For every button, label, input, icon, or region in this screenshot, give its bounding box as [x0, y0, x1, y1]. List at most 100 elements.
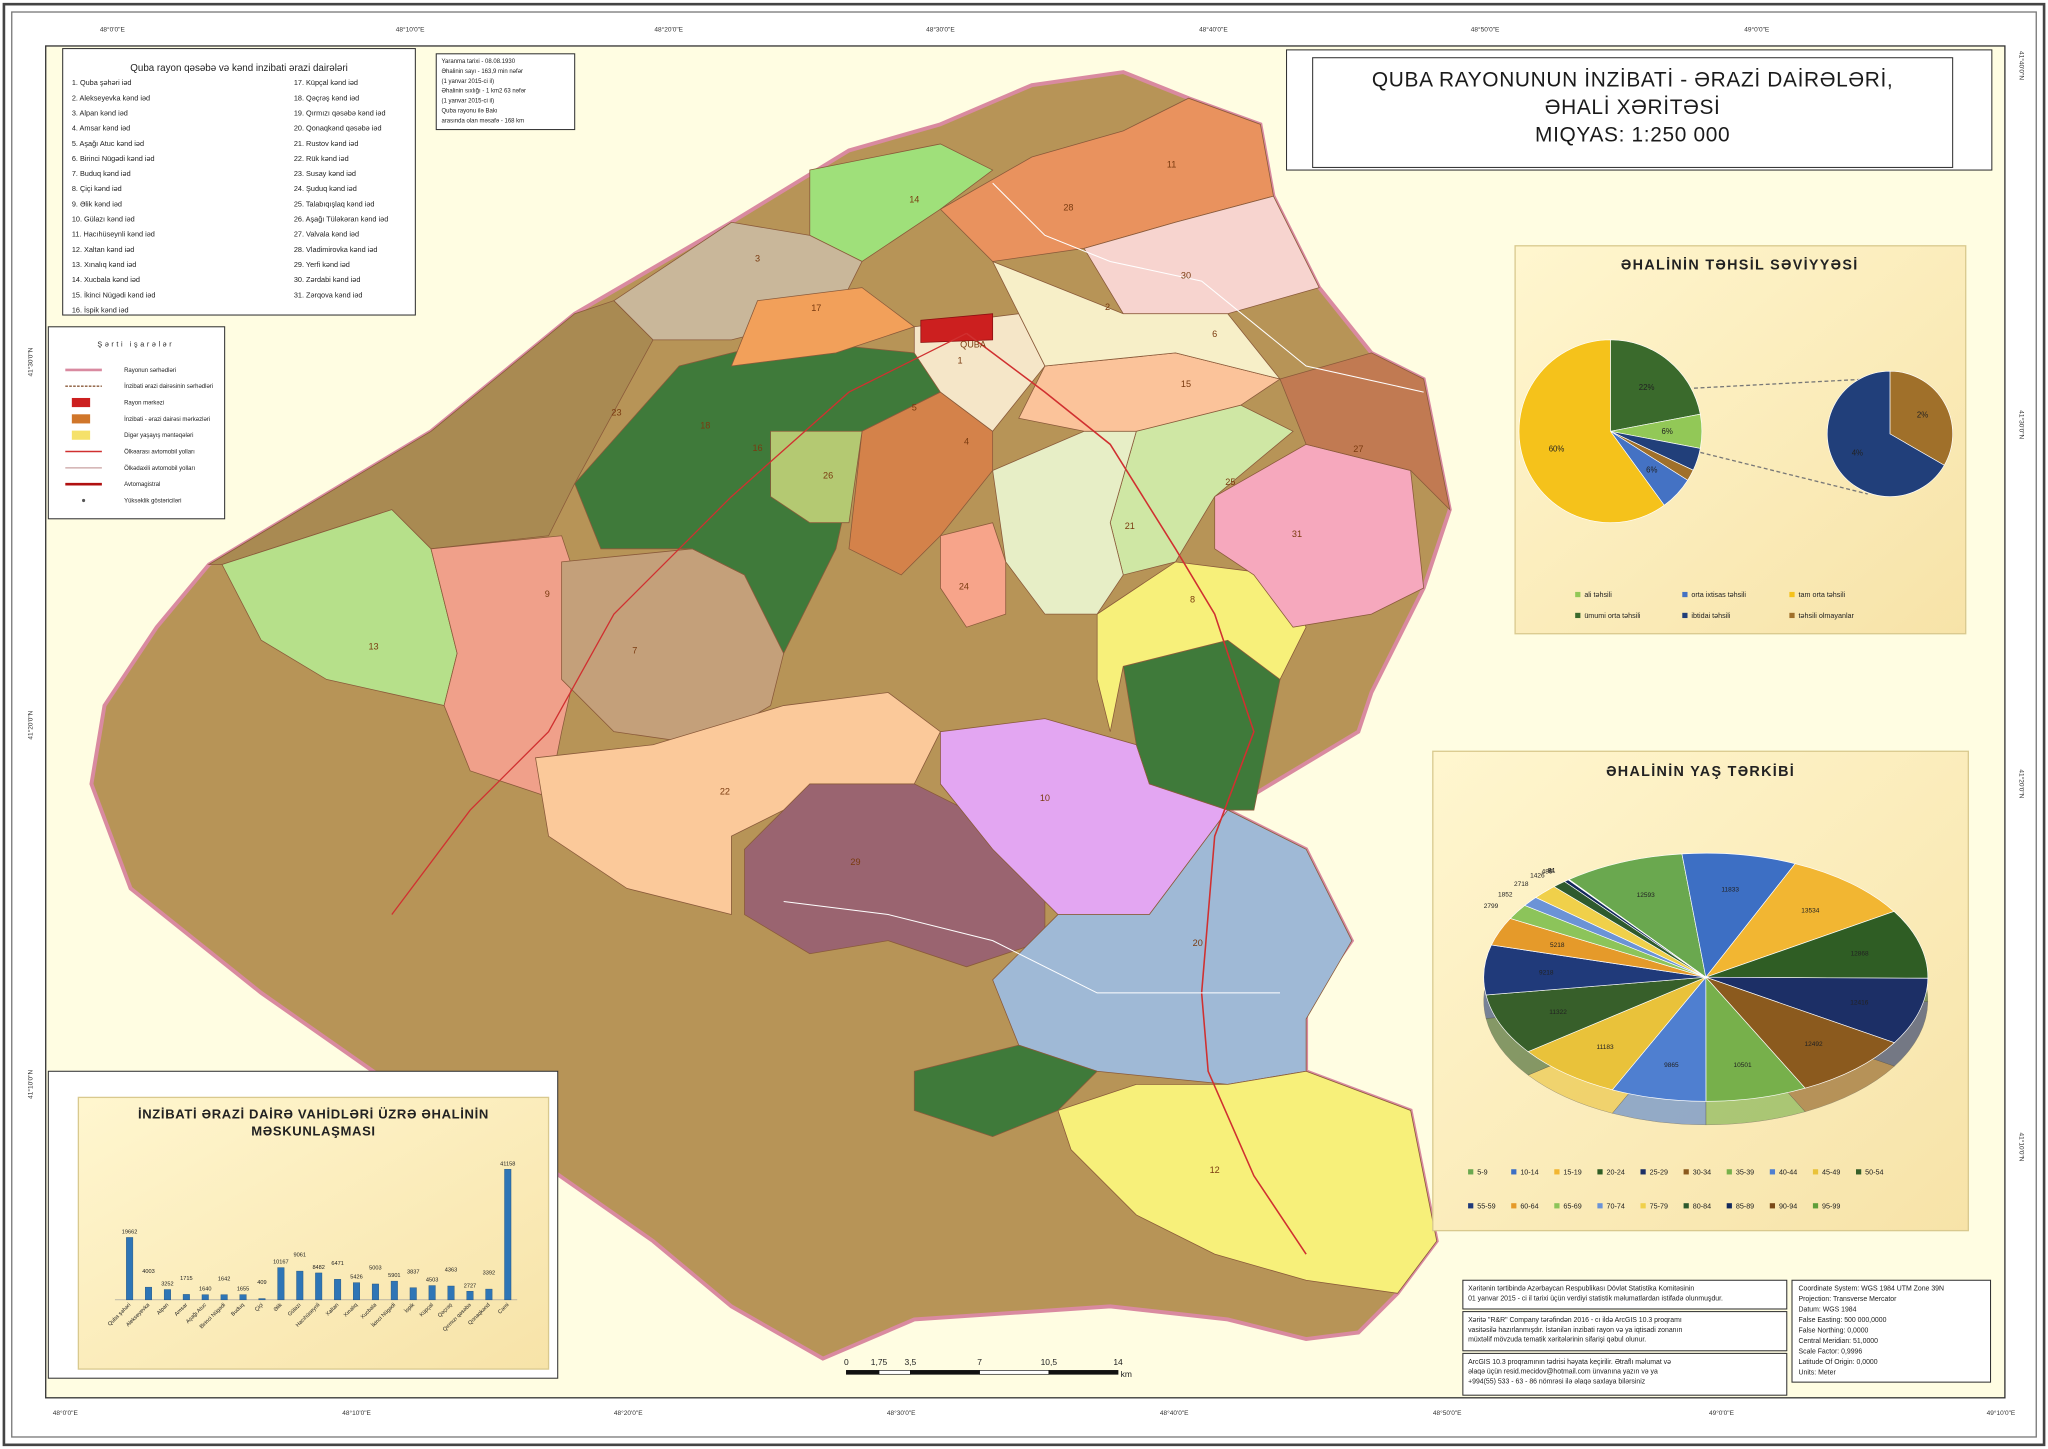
pie-slice: [1826, 370, 1945, 497]
legend-swatch: [1682, 591, 1688, 598]
note-box: [1462, 1279, 1788, 1310]
scale-label: 0: [844, 1357, 849, 1367]
legend-swatch: [1682, 612, 1688, 619]
legend-label: 60-64: [1520, 1202, 1538, 1210]
scale-segment: [1048, 1370, 1119, 1375]
legend-swatch: [1726, 1169, 1732, 1175]
region-label: 7: [632, 645, 637, 655]
legend-label: 85-89: [1736, 1202, 1754, 1210]
region-label: 28: [1063, 203, 1073, 213]
bar: [353, 1282, 360, 1301]
info-line: (1 yanvar 2015-ci il): [441, 79, 494, 85]
chart-title: ƏHALİNİN TƏHSİL SƏVİYYƏSİ: [1621, 256, 1859, 273]
info-line: arasında olan məsafə - 168 km: [441, 119, 524, 125]
road: [391, 332, 967, 915]
bar-chart-card: [77, 1096, 550, 1370]
pie-slice: [1889, 370, 1953, 466]
projection-box: [1791, 1279, 1992, 1383]
data-label: 3392: [483, 1271, 495, 1277]
longitude-label: 48°0'0"E: [53, 1409, 79, 1417]
units-legend-item: 18. Qəçrəş kənd iəd: [294, 93, 359, 102]
chart-title: MƏSKUNLAŞMASI: [251, 1123, 376, 1138]
data-label: 60%: [1549, 444, 1565, 453]
chart-title: İNZİBATİ ƏRAZİ DAİRƏ VAHİDLƏRİ ÜZRƏ ƏHAL…: [138, 1106, 489, 1121]
bar: [409, 1287, 417, 1301]
note-line: ArcGIS 10.3 proqramının tədrisi həyata k…: [1468, 1359, 1671, 1366]
note-line: Xəritə "R&R" Company tərəfindən 2016 - c…: [1468, 1317, 1682, 1324]
scale-bar: 0 1,75 3,5 7 10,5 14 km: [844, 1357, 1132, 1379]
data-label: 11183: [1597, 1044, 1615, 1051]
legend-swatch: [1554, 1169, 1560, 1175]
data-label: 9865: [1664, 1062, 1679, 1069]
units-legend-item: 21. Rustov kənd iəd: [294, 139, 359, 148]
pie-slice: [1704, 863, 1895, 978]
town-center: [920, 313, 994, 343]
legend-label: 45-49: [1822, 1168, 1840, 1176]
data-label: 2718: [1514, 881, 1529, 888]
map-title: MIQYAS: 1:250 000: [1535, 123, 1730, 146]
legend-label: 65-69: [1563, 1202, 1581, 1210]
latitude-label: 41°10'0"N: [2017, 1133, 2025, 1162]
bar: [334, 1279, 342, 1301]
inner-frame: [11, 11, 2037, 1438]
data-label: 84: [1548, 868, 1556, 875]
legend-label: 40-44: [1779, 1168, 1797, 1176]
data-label: 1852: [1498, 891, 1513, 898]
symbols-legend-item: Ölkəarası avtomobil yolları: [124, 448, 195, 455]
info-list: Yaranma tarixi - 08.08.1930 Əhalinin sayı…: [441, 59, 526, 125]
legend-swatch: [1640, 1169, 1646, 1175]
bar: [485, 1288, 493, 1301]
data-label: 1655: [237, 1287, 249, 1293]
legend-label: 50-54: [1865, 1168, 1883, 1176]
units-legend-item: 24. Şuduq kənd iəd: [294, 184, 357, 193]
longitude-label: 48°30'0"E: [887, 1409, 916, 1417]
legend-label: 5-9: [1477, 1168, 1487, 1176]
scale-label: 10,5: [1041, 1357, 1058, 1367]
legend-label: orta ixtisas təhsili: [1691, 591, 1746, 599]
legend-label: 25-29: [1650, 1168, 1668, 1176]
note-line: müxtəlif mövzuda tematik xəritələrinin s…: [1468, 1337, 1646, 1344]
units-legend-item: 22. Rük kənd iəd: [294, 154, 349, 163]
legend-label: 70-74: [1607, 1202, 1625, 1210]
data-label: 1426: [1530, 872, 1545, 879]
legend-label: 10-14: [1520, 1168, 1538, 1176]
note-box: [1462, 1352, 1788, 1396]
scale-label: 7: [977, 1357, 982, 1367]
latitude-label: 41°40'0"N: [2017, 51, 2025, 80]
data-label: 5003: [369, 1266, 381, 1272]
pie-slice: [1568, 853, 1707, 978]
symbols-legend-item: Avtomagistral: [124, 482, 160, 488]
units-legend-item: 16. İspik kənd iəd: [72, 305, 129, 314]
legend-swatch: [1683, 1169, 1689, 1175]
units-legend-item: 15. İkinci Nügədi kənd iəd: [72, 290, 156, 299]
symbol-swatch: [71, 414, 91, 424]
symbol-swatch: [71, 430, 91, 440]
legend-label: 55-59: [1477, 1202, 1495, 1210]
pie-slice: [1485, 976, 1706, 1052]
data-label: 2799: [1484, 903, 1499, 910]
legend-swatch: [1468, 1169, 1474, 1175]
units-legend-item: 26. Aşağı Tüləkəran kənd iəd: [294, 215, 388, 224]
region: [913, 1044, 1098, 1137]
legend-label: 90-94: [1779, 1202, 1797, 1210]
info-line: Yaranma tarixi - 08.08.1930: [441, 59, 515, 65]
pie-slice: [1518, 339, 1665, 523]
latitude-label: 41°30'0"N: [2017, 410, 2025, 439]
data-label: 22%: [1639, 383, 1655, 392]
data-label: 10167: [273, 1260, 289, 1266]
symbol-swatch: [71, 397, 91, 408]
units-legend-item: 14. Xucbala kənd iəd: [72, 275, 140, 284]
legend-label: təhsili olmayanlar: [1799, 612, 1855, 620]
note-line: 01 yanvar 2015 - ci il tarixi üçün verdi…: [1468, 1296, 1723, 1303]
longitude-label: 49°0'0"E: [1709, 1409, 1735, 1417]
legend-label: 95-99: [1822, 1202, 1840, 1210]
legend-swatch: [1812, 1203, 1819, 1209]
region: [991, 260, 1282, 380]
map-title: ƏHALİ XƏRİTƏSİ: [1545, 96, 1721, 119]
pie-slice: [1705, 976, 1929, 1044]
notes: Xəritənin tərtibində Azərbaycan Respubli…: [1468, 1286, 1944, 1386]
note-line: vasitəsilə hazırlanmışdır. İstənilən inz…: [1468, 1325, 1682, 1334]
units-legend-item: 3. Alpan kənd iəd: [72, 108, 128, 117]
legend-label: ümumi orta təhsili: [1584, 612, 1641, 620]
bar: [277, 1267, 285, 1301]
